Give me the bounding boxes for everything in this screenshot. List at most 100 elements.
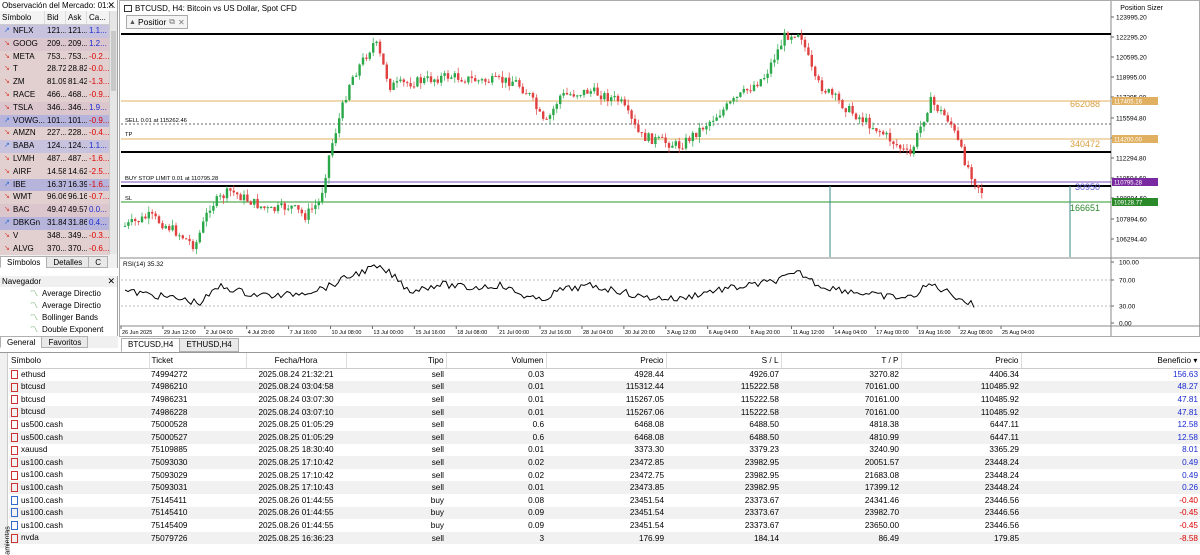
cell-sl[interactable]: 115222.58	[740, 394, 779, 404]
cell-tp[interactable]: 70161.00	[864, 394, 899, 404]
col-current-price[interactable]: Precio	[901, 353, 1022, 369]
tab-symbols[interactable]: Símbolos	[0, 256, 48, 268]
market-watch-row[interactable]: ↘ AMZN 227... 228... -0.4...	[0, 127, 110, 141]
cell-tp[interactable]: 3270.82	[869, 370, 899, 380]
market-watch-row[interactable]: ↘ META 753... 753... -0.2...	[0, 50, 110, 64]
table-row[interactable]: nvda 75079726 2025.08.25 16:36:23 sell 3 176.…	[9, 531, 1200, 545]
table-row[interactable]: us500.cash 75000528 2025.08.25 01:05:29 sel…	[9, 418, 1200, 431]
candle-body	[613, 95, 616, 98]
window-restore-icon[interactable]: ⧉	[169, 17, 175, 26]
price-chart[interactable]: 123995.20122295.20120595.20118995.001172…	[120, 1, 1200, 338]
cell-tp[interactable]: 86.49	[781, 531, 901, 545]
market-watch-row[interactable]: ↘ LVMH 487... 487... -1.6...	[0, 152, 110, 166]
close-icon[interactable]: ✕	[107, 0, 115, 10]
nav-item[interactable]: 〽 Double Exponent	[30, 324, 103, 336]
market-watch-row[interactable]: ↗ DBKGn 31.84 31.86 0.4...	[0, 216, 110, 230]
toolbox-side-tab[interactable]: amientas	[0, 353, 12, 555]
market-watch-row[interactable]: ↗ VOWG... 101... 101... -0.9...	[0, 114, 110, 128]
market-watch-row[interactable]: ↗ NFLX 121... 121... 1.1...	[0, 25, 110, 38]
table-row[interactable]: btcusd 74986210 2025.08.24 03:04:58 sell 0.0…	[9, 380, 1200, 394]
scrollbar[interactable]	[109, 11, 117, 254]
cell-sl[interactable]: 184.14	[666, 531, 781, 545]
col-change[interactable]: Ca...	[87, 11, 110, 24]
cell-sl[interactable]: 23373.67	[666, 506, 781, 520]
candle-body	[950, 121, 953, 125]
market-watch-row[interactable]: ↘ BAC 49.47 49.57 0.0...	[0, 204, 110, 217]
table-row[interactable]: btcusd 74986228 2025.08.24 03:07:10 sell 0.0…	[9, 405, 1200, 419]
tab-ethusd[interactable]: ETHUSD,H4	[179, 338, 239, 352]
cell-sl[interactable]: 23982.95	[744, 470, 779, 480]
col-type[interactable]: Tipo	[346, 353, 447, 369]
col-volume[interactable]: Volumen	[446, 353, 547, 369]
cell-sl[interactable]: 23982.95	[666, 481, 781, 494]
cell-sl[interactable]: 6488.50	[749, 420, 779, 430]
table-row[interactable]: ethusd 74994272 2025.08.24 21:32:21 sell 0.0…	[9, 368, 1200, 381]
nav-item[interactable]: 〽 Bollinger Bands	[30, 312, 98, 324]
table-row[interactable]: xauusd 75109885 2025.08.25 18:30:40 sell 0.0…	[9, 444, 1200, 457]
col-bid[interactable]: Bid	[45, 11, 66, 24]
market-watch-row[interactable]: ↘ GOOG 209... 209... 1.2...	[0, 37, 110, 51]
close-icon[interactable]: ✕	[178, 17, 185, 27]
table-row[interactable]: us100.cash 75145411 2025.08.26 01:44:55 buy…	[9, 494, 1200, 507]
col-tp[interactable]: T / P	[781, 353, 902, 369]
market-watch-row[interactable]: ↘ RACE 466... 468... -0.9...	[0, 88, 110, 102]
market-watch-row[interactable]: ↘ ZM 81.09 81.42 -1.3...	[0, 76, 110, 89]
market-watch-tabs: Símbolos Detalles C	[0, 256, 109, 268]
table-row[interactable]: us100.cash 75093029 2025.08.25 17:10:42 sel…	[9, 469, 1200, 482]
col-price[interactable]: Precio	[546, 353, 667, 369]
cell-tp[interactable]: 21683.08	[864, 470, 899, 480]
col-symbol[interactable]: Símbolo	[0, 11, 45, 24]
nav-item[interactable]: 〽 Average Directio	[30, 300, 101, 312]
tab-details[interactable]: Detalles	[46, 256, 90, 268]
market-watch-row[interactable]: ↗ IBE 16.37 16.39 -1.6...	[0, 178, 110, 192]
cell-tp[interactable]: 17399.12	[781, 481, 901, 494]
cell-tp[interactable]: 23650.00	[864, 520, 899, 530]
tab-favorites[interactable]: Favoritos	[41, 336, 89, 348]
collapse-triangle-icon[interactable]: ▲	[129, 18, 136, 26]
col-datetime[interactable]: Fecha/Hora	[246, 353, 347, 369]
cell-tp[interactable]: 4818.38	[869, 420, 899, 430]
col-profit[interactable]: Beneficio ▾	[1021, 353, 1200, 369]
cell-sl[interactable]: 3379.23	[749, 445, 779, 455]
col-ticket[interactable]: Ticket	[149, 353, 247, 369]
cell-sl[interactable]: 115222.58	[666, 405, 781, 419]
tab-general[interactable]: General	[0, 336, 43, 348]
table-row[interactable]: us100.cash 75145409 2025.08.26 01:44:55 buy…	[9, 519, 1200, 532]
cell-tp[interactable]: 70161.00	[781, 380, 901, 394]
market-watch-row[interactable]: ↘ V 348... 349... -0.3...	[0, 229, 110, 243]
cell-tp[interactable]: 3240.90	[869, 445, 899, 455]
market-watch-row[interactable]: ↘ AIRF 14.58 14.62 -2.5...	[0, 165, 110, 179]
cell-tp[interactable]: 23982.70	[781, 506, 901, 520]
nav-item[interactable]: 〽 Average Directio	[30, 288, 101, 300]
table-row[interactable]: us100.cash 75145410 2025.08.26 01:44:55 buy…	[9, 506, 1200, 520]
col-sl[interactable]: S / L	[666, 353, 782, 369]
cell-sl[interactable]: 6488.50	[666, 430, 781, 444]
cell-sl[interactable]: 4926.07	[749, 370, 779, 380]
cell-tp[interactable]: 4810.99	[781, 430, 901, 444]
tab-btcusd[interactable]: BTCUSD,H4	[121, 338, 181, 352]
cell-sl[interactable]: 23373.67	[744, 520, 779, 530]
market-watch-row[interactable]: ↘ WMT 96.06 96.16 -0.7...	[0, 191, 110, 205]
cell-sl[interactable]: 23373.67	[744, 495, 779, 505]
col-ask[interactable]: Ask	[66, 11, 87, 24]
table-row[interactable]: us100.cash 75093031 2025.08.25 17:10:43 sel…	[9, 481, 1200, 494]
close-icon[interactable]: ✕	[107, 276, 115, 286]
position-panel-button[interactable]: ▲ Positior ⧉ ✕	[126, 15, 188, 29]
cell-tp[interactable]: 70161.00	[781, 405, 901, 419]
chart-window[interactable]: 123995.20122295.20120595.20118995.001172…	[119, 0, 1200, 337]
tab-more[interactable]: C	[88, 256, 109, 268]
scrollbar-thumb[interactable]	[111, 31, 116, 91]
market-watch-row[interactable]: ↘ ALVG 370... 370... -0.6...	[0, 242, 110, 256]
market-watch-row[interactable]: ↘ TSLA 346... 346... 1.9...	[0, 101, 110, 115]
col-symbol[interactable]: Símbolo	[9, 353, 150, 369]
table-row[interactable]: us100.cash 75093030 2025.08.25 17:10:42 sel…	[9, 456, 1200, 469]
market-watch-row[interactable]: ↘ T 28.72 28.82 -0.0...	[0, 63, 110, 77]
cell-tp[interactable]: 24341.46	[864, 495, 899, 505]
market-watch-row[interactable]: ↗ BABA 124... 124... 1.1...	[0, 140, 110, 153]
cell-tp[interactable]: 20051.57	[781, 456, 901, 469]
cell-sl[interactable]: 115222.58	[666, 380, 781, 394]
position-sizer-label[interactable]: Position Sizer	[1120, 5, 1163, 12]
table-row[interactable]: btcusd 74986231 2025.08.24 03:07:30 sell 0.0…	[9, 393, 1200, 406]
table-row[interactable]: us500.cash 75000527 2025.08.25 01:05:29 sel…	[9, 430, 1200, 444]
cell-sl[interactable]: 23982.95	[666, 456, 781, 469]
